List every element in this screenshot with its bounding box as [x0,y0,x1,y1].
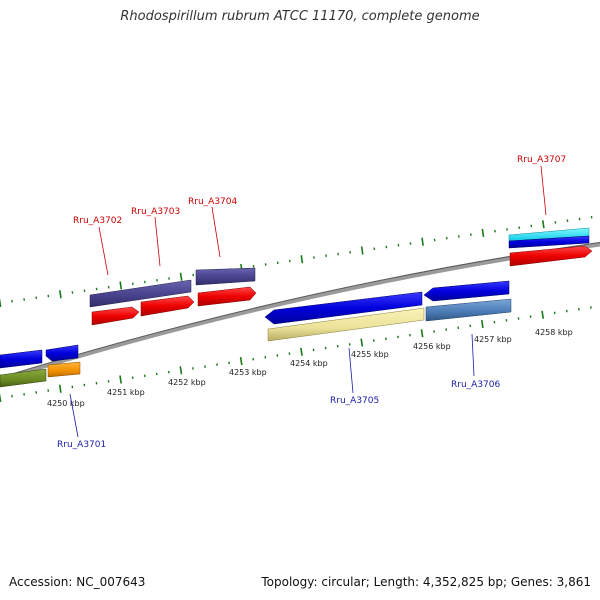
gene-feature-olive[interactable] [0,368,47,388]
gene-feature-purple-2[interactable] [195,267,256,286]
gene-feature-blue-small[interactable] [45,344,79,362]
gene-feature-blue-short[interactable] [423,280,510,302]
gene-label-rru-a3704[interactable]: Rru_A3704 [188,197,237,207]
upper-tick-mark [481,228,485,238]
upper-tick-mark [541,220,545,229]
lower-tick-mark [541,310,545,319]
gene-feature-blue-long[interactable] [264,291,423,325]
upper-tick-mark [421,237,424,246]
lower-tick-mark [239,356,243,366]
lower-tick-mark [119,375,122,384]
gene-feature-purple-1[interactable] [89,279,192,308]
gene-feature-red-1[interactable] [91,306,140,326]
gene-feature-red-3[interactable] [197,286,257,307]
lower-tick-mark [0,393,2,403]
lower-tick-mark [300,347,303,356]
kbp-label-4253: 4253 kbp [229,368,267,377]
leader-line-3705 [348,347,354,394]
upper-tick-mark [300,255,304,264]
genome-summary-text: Topology: circular; Length: 4,352,825 bp… [261,575,591,589]
leader-line-3704 [211,206,221,258]
lower-tick-mark [420,329,424,338]
kbp-label-4257: 4257 kbp [474,335,512,344]
gene-label-rru-a3703[interactable]: Rru_A3703 [131,207,180,217]
lower-tick-mark [58,384,62,393]
gene-feature-orange[interactable] [47,361,81,378]
gene-feature-yellow[interactable] [267,307,425,342]
upper-tick-mark [360,246,364,255]
upper-tick-mark [119,281,123,290]
lower-tick-mark [480,319,484,329]
kbp-label-4254: 4254 kbp [290,359,328,368]
leader-line-3706 [471,333,475,377]
gene-feature-steel[interactable] [425,298,512,322]
leader-line-3702 [98,226,109,276]
leader-line-3707 [540,165,547,216]
kbp-label-4255: 4255 kbp [351,350,389,359]
accession-text: Accession: NC_007643 [9,575,146,589]
upper-tick-mark [179,272,183,281]
kbp-label-4252: 4252 kbp [168,378,206,387]
gene-feature-red-2[interactable] [140,295,195,317]
lower-tick-mark [360,338,364,347]
kbp-label-4251: 4251 kbp [107,388,145,397]
gene-feature-red-right[interactable] [509,245,593,267]
gene-label-rru-a3706[interactable]: Rru_A3706 [451,380,500,390]
gene-label-rru-a3702[interactable]: Rru_A3702 [73,216,122,226]
leader-line-3703 [154,216,161,267]
kbp-label-4256: 4256 kbp [413,342,451,351]
kbp-label-4250: 4250 kbp [47,399,85,408]
gene-label-rru-a3705[interactable]: Rru_A3705 [330,396,379,406]
leader-line-3701 [69,393,79,438]
lower-tick-track [0,306,592,403]
upper-tick-mark [59,290,62,299]
upper-tick-mark [0,298,2,308]
lower-tick-mark [179,366,183,375]
gene-label-rru-a3701[interactable]: Rru_A3701 [57,440,106,450]
gene-label-rru-a3707[interactable]: Rru_A3707 [517,155,566,165]
kbp-label-4258: 4258 kbp [535,328,573,337]
gene-feature-blue-right[interactable] [508,235,590,249]
gene-feature-blue-left[interactable] [0,349,43,369]
map-title: Rhodospirillum rubrum ATCC 11170, comple… [120,9,480,24]
